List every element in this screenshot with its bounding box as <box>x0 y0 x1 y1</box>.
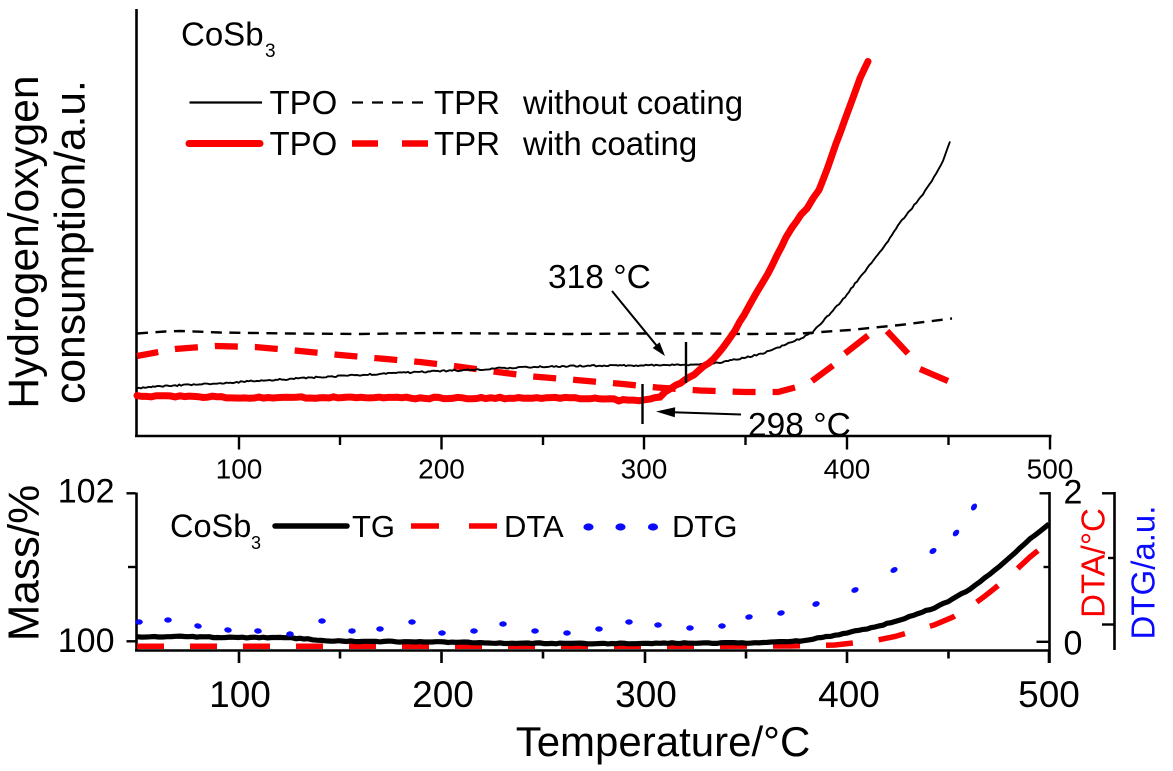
svg-text:without coating: without coating <box>522 84 743 121</box>
svg-text:DTA/°C: DTA/°C <box>1075 508 1112 618</box>
svg-text:TPO: TPO <box>270 84 338 121</box>
svg-text:298 °C: 298 °C <box>748 407 851 444</box>
svg-text:300: 300 <box>621 454 668 485</box>
svg-text:500: 500 <box>1018 674 1080 715</box>
svg-text:Hydrogen/oxygen: Hydrogen/oxygen <box>1 75 48 408</box>
svg-text:2: 2 <box>1064 474 1083 512</box>
svg-text:102: 102 <box>58 473 115 511</box>
svg-text:DTG: DTG <box>672 509 737 544</box>
svg-text:318 °C: 318 °C <box>548 259 651 296</box>
svg-text:100: 100 <box>216 454 263 485</box>
svg-text:0: 0 <box>1064 625 1083 663</box>
svg-text:consumption/a.u.: consumption/a.u. <box>48 80 95 404</box>
svg-text:DTG/a.u.: DTG/a.u. <box>1125 506 1162 640</box>
svg-text:400: 400 <box>818 674 880 715</box>
svg-text:200: 200 <box>418 454 465 485</box>
svg-text:with coating: with coating <box>522 125 697 162</box>
svg-text:TPR: TPR <box>434 84 500 121</box>
svg-text:300: 300 <box>615 674 677 715</box>
svg-text:TPO: TPO <box>270 125 338 162</box>
svg-text:200: 200 <box>412 674 474 715</box>
svg-text:Mass/%: Mass/% <box>0 485 49 641</box>
svg-text:Temperature/°C: Temperature/°C <box>516 718 811 765</box>
svg-text:500: 500 <box>1027 454 1074 485</box>
svg-text:400: 400 <box>824 454 871 485</box>
svg-text:DTA: DTA <box>504 509 564 544</box>
svg-text:CoSb: CoSb <box>170 508 251 544</box>
svg-text:3: 3 <box>251 533 261 553</box>
svg-text:3: 3 <box>265 41 276 62</box>
svg-text:TPR: TPR <box>434 125 500 162</box>
svg-text:100: 100 <box>58 622 115 660</box>
svg-text:TG: TG <box>352 509 395 544</box>
svg-text:CoSb: CoSb <box>181 16 264 53</box>
svg-text:100: 100 <box>209 674 271 715</box>
